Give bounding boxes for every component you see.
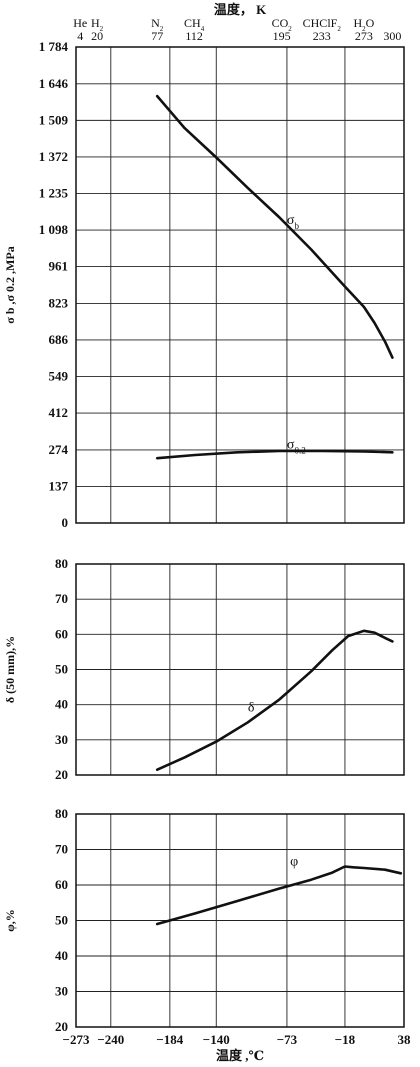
series-line <box>155 865 403 926</box>
x-tick-label: −140 <box>203 1032 230 1047</box>
y-tick-label: 0 <box>62 515 69 530</box>
y-tick-label: 1 509 <box>39 112 69 127</box>
top-marker-kelvin: 273 <box>355 29 373 43</box>
top-marker-name: H2O <box>354 16 375 33</box>
y-tick-label: 1 646 <box>39 76 69 91</box>
top-marker-name: He <box>73 16 87 30</box>
plot-frame <box>75 46 405 524</box>
curve-label: σb <box>287 213 300 231</box>
plot-frame <box>75 563 405 776</box>
x-tick-label: −73 <box>277 1032 298 1047</box>
top-marker-kelvin: 300 <box>383 29 401 43</box>
x-tick-label: −184 <box>156 1032 183 1047</box>
x-tick-label: −240 <box>97 1032 124 1047</box>
y-tick-label: 20 <box>55 767 68 782</box>
y-tick-label: 30 <box>55 732 68 747</box>
y-tick-label: 20 <box>55 1019 68 1034</box>
y-tick-label: 40 <box>55 948 68 963</box>
series-line <box>155 629 394 771</box>
series-line <box>155 449 394 460</box>
x-tick-label: 38 <box>398 1032 412 1047</box>
bottom-axis-title: 温度 ,℃ <box>216 1048 264 1063</box>
panel-1: 0 137 274 412 549 686 823 961 1 098 1 235 1 372 1 5… <box>3 39 405 530</box>
x-tick-label: −273 <box>63 1032 90 1047</box>
y-tick-label: 60 <box>55 626 68 641</box>
panel-3: 20 30 40 50 60 70 80 φ,% φ <box>3 806 405 1034</box>
curve-label: σ0.2 <box>287 437 306 455</box>
bottom-axis-ticks: −273 −240 −184 −140 −73 −18 38 <box>63 1032 411 1047</box>
y-tick-label: 1 098 <box>39 222 69 237</box>
top-marker-name: CHClF2 <box>303 16 342 33</box>
y-tick-label: 549 <box>49 369 69 384</box>
top-marker-name: CH4 <box>184 16 205 33</box>
top-marker-kelvin: 77 <box>151 29 163 43</box>
y-tick-label: 412 <box>49 405 69 420</box>
series-line <box>155 94 394 359</box>
y-tick-label: 30 <box>55 984 68 999</box>
y-tick-label: 1 235 <box>39 185 69 200</box>
panel-2: 20 30 40 50 60 70 80 δ (50 mm),% δ <box>3 556 405 782</box>
top-marker-kelvin: 20 <box>91 29 103 43</box>
y-tick-label: 1 784 <box>39 39 69 54</box>
chart-panels: 0 137 274 412 549 686 823 961 1 098 1 235 1 372 1 5… <box>3 39 405 1034</box>
y-tick-label: 823 <box>49 295 69 310</box>
y-axis-label: φ,% <box>3 909 17 932</box>
y-tick-label: 60 <box>55 877 68 892</box>
y-tick-label: 70 <box>55 591 68 606</box>
curve-label: δ <box>248 701 255 716</box>
y-tick-label: 50 <box>55 913 68 928</box>
y-axis-label: δ (50 mm),% <box>3 636 17 703</box>
top-marker-kelvin: 195 <box>273 29 291 43</box>
top-marker-kelvin: 4 <box>77 29 83 43</box>
y-tick-label: 50 <box>55 662 68 677</box>
plot-frame <box>75 813 405 1028</box>
top-marker-name: N2 <box>151 16 164 33</box>
y-tick-label: 961 <box>49 259 69 274</box>
y-axis-label: σ b ,σ 0.2 ,MPa <box>3 246 17 323</box>
y-tick-label: 137 <box>49 478 69 493</box>
x-tick-label: −18 <box>335 1032 356 1047</box>
top-marker-kelvin: 233 <box>313 29 331 43</box>
y-tick-label: 80 <box>55 806 68 821</box>
y-tick-label: 70 <box>55 842 68 857</box>
top-marker-name: H2 <box>91 16 104 33</box>
top-marker-name: CO2 <box>272 16 293 33</box>
y-tick-label: 274 <box>49 442 69 457</box>
y-tick-label: 686 <box>49 332 69 347</box>
top-axis-title: 温度， K <box>214 2 267 17</box>
y-tick-label: 40 <box>55 697 68 712</box>
top-marker-kelvin: 112 <box>185 29 203 43</box>
curve-label: φ <box>290 854 298 869</box>
y-tick-label: 80 <box>55 556 68 571</box>
y-tick-label: 1 372 <box>39 149 68 164</box>
